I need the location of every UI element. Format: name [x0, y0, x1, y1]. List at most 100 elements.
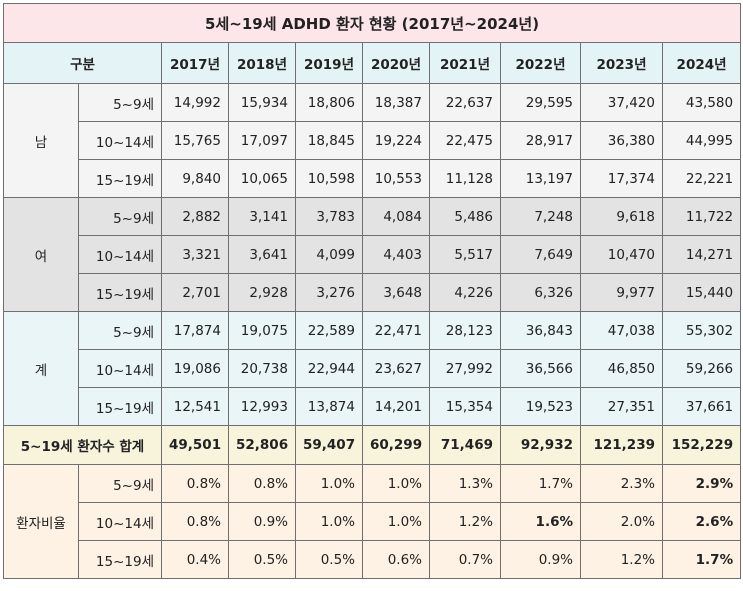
value-cell: 17,097 — [228, 121, 296, 160]
ratio-cell: 1.3% — [429, 464, 501, 503]
sum-cell: 52,806 — [228, 425, 296, 465]
category-header: 구분 — [3, 42, 162, 84]
value-cell: 18,806 — [295, 83, 363, 122]
value-cell: 2,928 — [228, 273, 296, 312]
table-row: 계 5~9세 17,874 19,075 22,589 22,471 28,123 36,84… — [3, 311, 742, 426]
header-row: 구분 2017년 2018년 2019년 2020년 2021년 2022년 2… — [3, 42, 742, 84]
value-cell: 44,995 — [661, 121, 742, 160]
year-header: 2018년 — [228, 42, 296, 84]
age-label: 10~14세 — [78, 502, 162, 541]
value-cell: 17,874 — [161, 311, 229, 350]
value-cell: 19,523 — [500, 387, 581, 426]
ratio-cell: 1.6% — [500, 502, 581, 541]
age-label: 15~19세 — [78, 159, 162, 198]
value-cell: 10,598 — [295, 159, 363, 198]
ratio-cell: 0.7% — [429, 540, 501, 579]
value-cell: 18,387 — [362, 83, 430, 122]
value-cell: 20,738 — [228, 349, 296, 388]
ratio-row: 10~14세 0.8% 0.9% 1.0% 1.0% 1.2% 1.6% 2.0% 2.6% — [4, 502, 742, 541]
value-cell: 9,977 — [580, 273, 663, 312]
value-cell: 55,302 — [661, 311, 742, 350]
value-cell: 27,351 — [580, 387, 663, 426]
value-cell: 10,065 — [228, 159, 296, 198]
value-cell: 23,627 — [362, 349, 430, 388]
value-cell: 3,141 — [228, 197, 296, 236]
value-cell: 22,475 — [429, 121, 501, 160]
ratio-cell: 1.0% — [295, 464, 363, 503]
value-cell: 22,589 — [295, 311, 363, 350]
age-label: 15~19세 — [78, 540, 162, 579]
ratio-cell: 1.2% — [429, 502, 501, 541]
value-cell: 12,541 — [161, 387, 229, 426]
value-cell: 14,201 — [362, 387, 430, 426]
value-cell: 19,075 — [228, 311, 296, 350]
value-cell: 3,648 — [362, 273, 430, 312]
value-cell: 59,266 — [661, 349, 742, 388]
year-header: 2020년 — [362, 42, 430, 84]
ratio-cell: 1.2% — [580, 540, 663, 579]
value-cell: 4,099 — [295, 235, 363, 274]
value-cell: 10,553 — [362, 159, 430, 198]
value-cell: 36,843 — [500, 311, 581, 350]
adhd-patient-table: 5세~19세 ADHD 환자 현황 (2017년~2024년) 구분 2017년… — [2, 3, 742, 579]
value-cell: 12,993 — [228, 387, 296, 426]
group-label: 여 — [3, 197, 79, 312]
table-row: 10~14세 19,086 20,738 22,944 23,627 27,992 36,5… — [4, 349, 742, 388]
ratio-cell: 0.8% — [228, 464, 296, 503]
value-cell: 22,637 — [429, 83, 501, 122]
value-cell: 43,580 — [661, 83, 742, 122]
value-cell: 11,128 — [429, 159, 501, 198]
value-cell: 5,486 — [429, 197, 501, 236]
table-row: 10~14세 3,321 3,641 4,099 4,403 5,517 7,649 10,4… — [4, 235, 742, 274]
table-row: 10~14세 15,765 17,097 18,845 19,224 22,475 28,9… — [4, 121, 742, 160]
age-label: 5~9세 — [78, 197, 162, 236]
ratio-cell: 0.8% — [161, 464, 229, 503]
value-cell: 13,197 — [500, 159, 581, 198]
ratio-cell: 0.5% — [295, 540, 363, 579]
value-cell: 9,840 — [161, 159, 229, 198]
value-cell: 13,874 — [295, 387, 363, 426]
group-label: 남 — [3, 83, 79, 198]
value-cell: 3,321 — [161, 235, 229, 274]
value-cell: 2,882 — [161, 197, 229, 236]
value-cell: 17,374 — [580, 159, 663, 198]
ratio-cell: 0.4% — [161, 540, 229, 579]
table-row: 남 5~9세 14,992 15,934 18,806 18,387 22,637 29,59… — [3, 83, 742, 198]
value-cell: 37,420 — [580, 83, 663, 122]
value-cell: 4,084 — [362, 197, 430, 236]
sum-label: 5~19세 환자수 합계 — [3, 425, 162, 465]
age-label: 5~9세 — [78, 464, 162, 503]
value-cell: 5,517 — [429, 235, 501, 274]
value-cell: 3,783 — [295, 197, 363, 236]
sum-cell: 60,299 — [362, 425, 430, 465]
year-header: 2023년 — [580, 42, 663, 84]
value-cell: 3,276 — [295, 273, 363, 312]
ratio-cell: 0.9% — [228, 502, 296, 541]
year-header: 2021년 — [429, 42, 501, 84]
value-cell: 15,354 — [429, 387, 501, 426]
value-cell: 36,566 — [500, 349, 581, 388]
table-row: 15~19세 2,701 2,928 3,276 3,648 4,226 6,326 9,97… — [4, 273, 742, 312]
value-cell: 22,944 — [295, 349, 363, 388]
value-cell: 7,248 — [500, 197, 581, 236]
year-header: 2019년 — [295, 42, 363, 84]
value-cell: 46,850 — [580, 349, 663, 388]
ratio-cell: 0.9% — [500, 540, 581, 579]
ratio-row: 15~19세 0.4% 0.5% 0.5% 0.6% 0.7% 0.9% 1.2% 1.7% — [4, 540, 742, 579]
age-label: 10~14세 — [78, 349, 162, 388]
value-cell: 11,722 — [661, 197, 742, 236]
age-label: 10~14세 — [78, 121, 162, 160]
value-cell: 19,224 — [362, 121, 430, 160]
age-label: 15~19세 — [78, 273, 162, 312]
value-cell: 3,641 — [228, 235, 296, 274]
age-label: 5~9세 — [78, 83, 162, 122]
ratio-cell: 2.3% — [580, 464, 663, 503]
value-cell: 22,221 — [661, 159, 742, 198]
value-cell: 18,845 — [295, 121, 363, 160]
sum-cell: 59,407 — [295, 425, 363, 465]
ratio-row: 환자비율 5~9세 0.8% 0.8% 1.0% 1.0% 1.3% 1.7% 2.3% 2.9% — [3, 464, 742, 579]
table-row: 15~19세 12,541 12,993 13,874 14,201 15,354 19,5… — [4, 387, 742, 426]
table-row: 15~19세 9,840 10,065 10,598 10,553 11,128 13,19… — [4, 159, 742, 198]
ratio-label: 환자비율 — [3, 464, 79, 579]
sum-cell: 92,932 — [500, 425, 581, 465]
